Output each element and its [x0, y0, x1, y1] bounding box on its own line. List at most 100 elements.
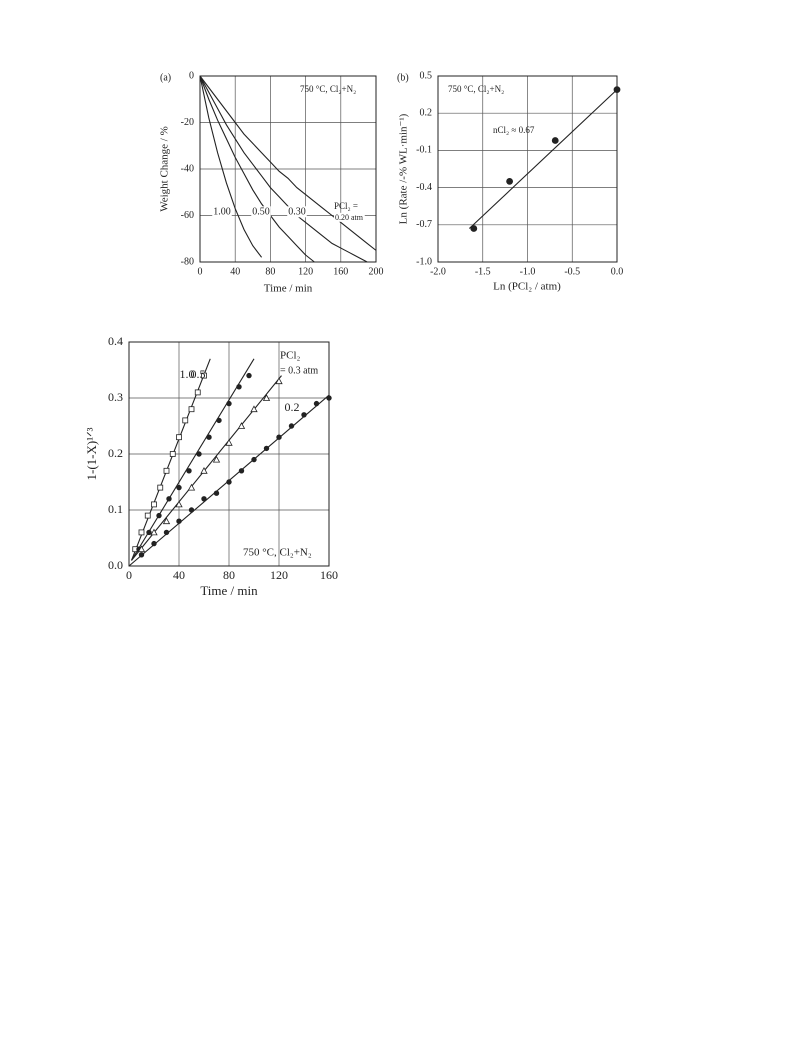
- y-tick-label: 0.4: [108, 334, 123, 348]
- data-point: [200, 466, 208, 474]
- annotation: 750 °C, Cl₂+N₂: [243, 547, 312, 559]
- data-point: [176, 484, 182, 491]
- data-point: [301, 412, 307, 418]
- fit-line: [131, 358, 255, 561]
- data-point: [163, 529, 170, 536]
- data-point: [212, 455, 221, 463]
- x-tick-label: 0: [198, 266, 203, 277]
- data-point: [176, 434, 182, 441]
- data-point: [163, 467, 170, 474]
- series-label: 1.0: [180, 367, 195, 381]
- data-point: [188, 406, 195, 413]
- data-point: [138, 552, 145, 558]
- data-point: [151, 540, 157, 547]
- data-point: [613, 86, 621, 94]
- data-point: [551, 137, 559, 144]
- data-point: [169, 451, 176, 457]
- data-point: [176, 518, 182, 524]
- data-line: [199, 75, 263, 258]
- y-tick-label: 0.1: [108, 502, 123, 516]
- data-line: [199, 75, 368, 263]
- data-point: [186, 468, 192, 474]
- y-axis-label: Weight Change / %: [159, 126, 171, 212]
- annotation: nCl₂ ≈ 0.67: [493, 125, 535, 135]
- data-point: [288, 423, 295, 429]
- data-point: [251, 456, 257, 463]
- data-point: [166, 496, 172, 502]
- y-tick-label: -20: [181, 117, 194, 128]
- data-point: [275, 377, 283, 385]
- y-tick-label: -40: [181, 163, 194, 174]
- plot-frame: [128, 341, 330, 567]
- data-point: [246, 372, 252, 379]
- data-point: [157, 484, 164, 491]
- data-point: [146, 529, 152, 536]
- data-point: [237, 422, 246, 429]
- x-tick-label: 40: [230, 266, 240, 277]
- x-tick-label: 80: [223, 568, 235, 582]
- series-label: 1.00: [213, 206, 231, 217]
- data-point: [313, 400, 320, 407]
- data-point: [151, 501, 157, 508]
- data-point: [137, 545, 146, 553]
- data-point: [175, 500, 183, 508]
- data-point: [187, 483, 196, 491]
- data-point: [226, 400, 232, 407]
- y-axis-label: Ln (Rate /-% WL·min⁻¹): [398, 113, 410, 224]
- data-point: [144, 512, 151, 519]
- panel-label: (b): [397, 72, 409, 83]
- x-tick-label: 160: [320, 568, 338, 582]
- x-tick-label: -2.0: [430, 266, 446, 277]
- label-backing: [334, 212, 365, 222]
- series-label: 0.50: [252, 206, 270, 217]
- data-point: [196, 451, 202, 457]
- series-label: 0.2: [285, 400, 300, 414]
- x-tick-label: 120: [270, 568, 288, 582]
- x-tick-label: 40: [173, 568, 185, 582]
- y-tick-label: 0.2: [420, 107, 433, 118]
- annotation: PCl₂ =: [334, 201, 358, 211]
- data-point: [216, 417, 222, 424]
- y-tick-label: -80: [181, 256, 194, 267]
- chart: 0 40 80 120 160 200 0 -20 -40 -60 -80 (a) Time / min…: [159, 70, 384, 294]
- data-point: [263, 445, 270, 452]
- chart: -2.0 -1.5 -1.0 -0.5 0.0 0.5 0.2 -0.1 -0.4 -0.7 -1.…: [397, 70, 623, 292]
- x-axis-label: Time / min: [200, 583, 258, 598]
- x-axis-label: Ln (PCl₂ / atm): [493, 281, 561, 293]
- y-tick-label: -0.7: [416, 219, 432, 230]
- label-backing: [212, 206, 232, 218]
- y-tick-label: 0.5: [420, 70, 433, 81]
- fit-line: [468, 89, 618, 229]
- data-point: [182, 417, 189, 424]
- fit-line: [131, 375, 282, 561]
- y-tick-label: -0.4: [416, 182, 432, 193]
- data-point: [150, 528, 158, 536]
- y-tick-label: 0.3: [108, 390, 123, 404]
- series-label: = 0.3 atm: [280, 365, 318, 376]
- chart: 0 40 80 120 160 0.0 0.1 0.2 0.3 0.4 Time / min 1-(1…: [84, 334, 338, 598]
- plot-frame: [199, 75, 377, 263]
- data-point: [326, 395, 332, 401]
- x-axis-label: Time / min: [264, 283, 313, 295]
- annotation: PCl₂: [280, 350, 301, 362]
- data-point: [138, 529, 145, 536]
- data-point: [262, 394, 271, 401]
- data-point: [276, 434, 282, 440]
- data-point: [470, 225, 478, 232]
- series-label: 0.5: [191, 367, 206, 381]
- x-tick-label: -0.5: [564, 266, 580, 277]
- x-tick-label: 160: [333, 266, 348, 277]
- y-tick-label: 0.0: [108, 558, 123, 572]
- data-point: [225, 438, 233, 446]
- y-tick-label: -60: [181, 210, 194, 221]
- data-point: [201, 496, 207, 502]
- plot-frame: [437, 75, 618, 263]
- data-point: [236, 384, 242, 390]
- label-backing: [251, 206, 271, 218]
- y-axis-label: 1-(1-X)¹ᐟ³: [84, 427, 99, 480]
- data-point: [506, 177, 514, 185]
- data-line: [199, 75, 315, 263]
- x-tick-label: -1.0: [520, 266, 536, 277]
